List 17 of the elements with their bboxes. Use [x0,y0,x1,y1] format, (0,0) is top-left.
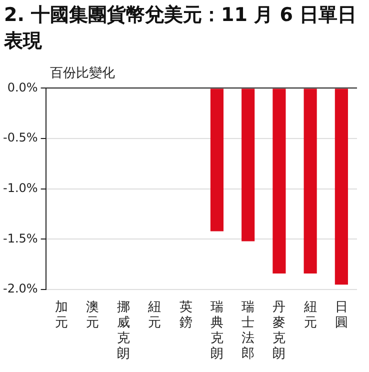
x-tick-label: 丹麥克朗 [272,300,286,362]
x-tick-label: 挪威克朗 [117,300,130,362]
x-tick-label: 加元 [54,300,68,330]
y-tick-label: -1.5% [2,231,38,246]
x-tick-label: 日圓 [334,300,348,330]
y-tick-label: -1.0% [2,181,38,196]
x-tick-label: 英鎊 [179,300,192,330]
chart-title: 2. 十國集團貨幣兌美元：11 月 6 日單日表現 [4,3,358,54]
x-tick-label: 紐元 [147,300,162,330]
x-tick-label: 瑞典克朗 [210,300,224,362]
x-tick-label: 澳元 [86,300,99,330]
y-tick-label: -0.5% [2,130,38,145]
x-tick-label: 紐元 [302,300,317,330]
y-axis-title: 百份比變化 [50,65,115,82]
y-tick-label: 0.0% [7,80,38,94]
y-tick-label: -2.0% [2,282,38,296]
x-tick-label: 瑞士法郎 [242,300,255,362]
